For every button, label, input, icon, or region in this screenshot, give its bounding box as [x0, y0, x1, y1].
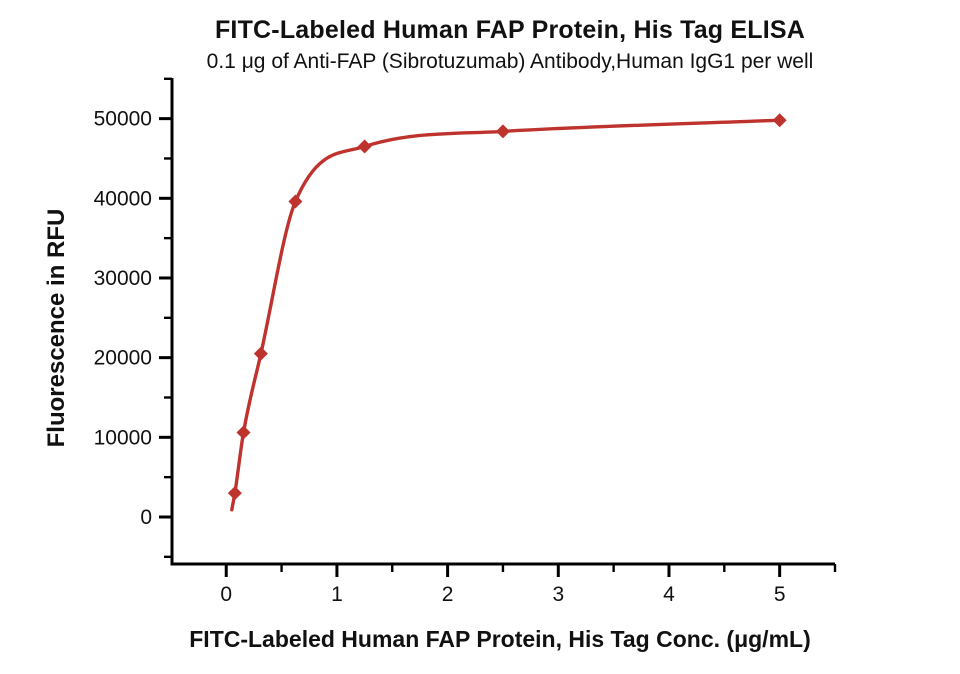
y-axis-ticks: 0 10000 20000 30000 40000 50000 [94, 77, 172, 559]
data-point [357, 139, 372, 154]
chart-title: FITC-Labeled Human FAP Protein, His Tag … [214, 16, 806, 44]
y-tick-label: 30000 [94, 267, 152, 290]
x-axis-ticks: 0 1 2 3 4 5 [220, 564, 837, 606]
y-tick-label: 40000 [94, 187, 152, 210]
x-tick-label: 5 [774, 583, 786, 606]
x-tick-label: 1 [331, 583, 343, 606]
data-point [236, 425, 251, 440]
axes-frame [170, 78, 835, 566]
y-tick-label: 0 [140, 506, 152, 529]
data-point [253, 346, 268, 361]
data-point [288, 194, 303, 209]
x-tick-label: 4 [663, 583, 675, 606]
x-tick-label: 0 [220, 583, 232, 606]
y-tick-label: 50000 [94, 108, 152, 131]
data-points [227, 113, 787, 501]
x-tick-label: 2 [442, 583, 454, 606]
data-point [495, 124, 510, 139]
data-point [227, 486, 242, 501]
y-tick-label: 20000 [94, 347, 152, 370]
chart-subtitle: 0.1 μg of Anti-FAP (Sibrotuzumab) Antibo… [206, 50, 814, 73]
x-tick-label: 3 [552, 583, 564, 606]
fit-curve [230, 118, 782, 512]
x-axis-title: FITC-Labeled Human FAP Protein, His Tag … [189, 626, 811, 652]
data-point [772, 113, 787, 128]
y-tick-label: 10000 [94, 426, 152, 449]
